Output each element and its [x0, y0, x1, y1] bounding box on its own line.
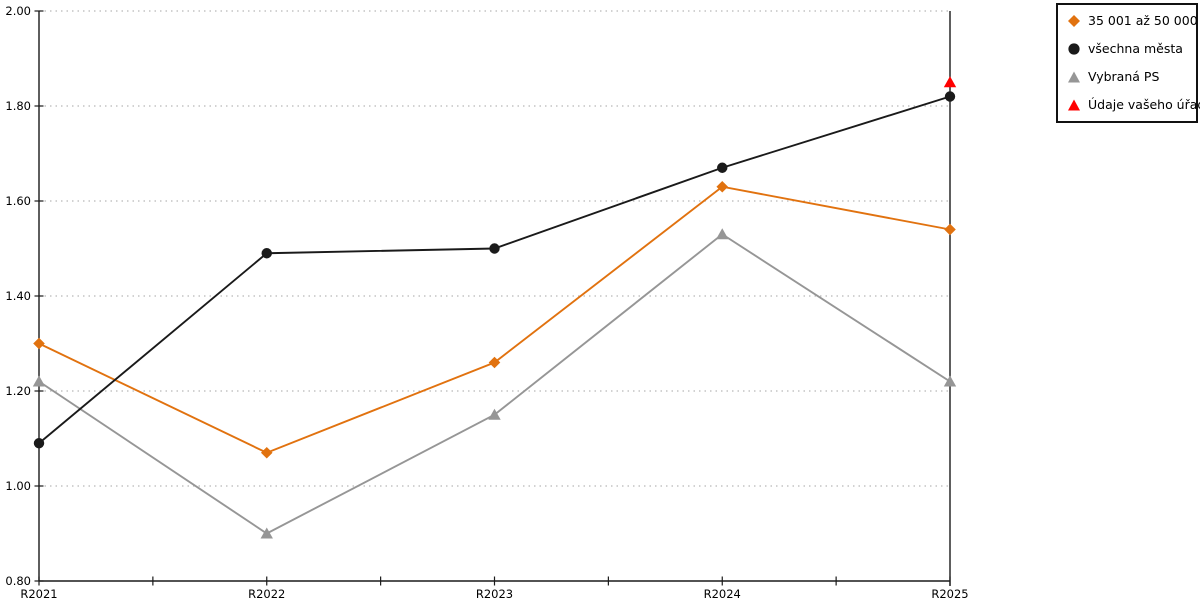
legend-label: Vybraná PS: [1088, 68, 1160, 84]
y-tick-label: 1.00: [5, 479, 31, 493]
x-tick-label: R2021: [20, 587, 57, 600]
data-point-marker: [488, 408, 501, 420]
data-point-marker: [260, 527, 273, 539]
legend-label: 35 001 až 50 000: [1088, 12, 1198, 28]
data-point-marker: [32, 375, 46, 387]
circle-glyph: [1068, 43, 1080, 55]
legend-label: Údaje vašeho úřadu: [1088, 96, 1200, 112]
y-tick-label: 0.80: [5, 574, 31, 588]
legend-item-udaje-vaseho-uradu: Údaje vašeho úřadu: [1067, 98, 1200, 112]
x-tick-label: R2024: [704, 587, 741, 600]
triangle-glyph: [1068, 71, 1080, 83]
data-point-marker: [261, 248, 272, 259]
data-point-marker: [944, 91, 956, 102]
series-line: [38, 233, 951, 535]
data-point-marker: [717, 162, 728, 173]
data-point-marker: [33, 337, 45, 350]
legend-label: všechna města: [1088, 40, 1183, 56]
data-point-marker: [489, 243, 500, 254]
diamond-glyph: [1068, 15, 1080, 27]
legend-item-35001-az-50000: 35 001 až 50 000: [1067, 12, 1198, 28]
x-tick-label: R2023: [476, 587, 513, 600]
triangle-glyph: [1068, 99, 1080, 111]
data-point-marker: [488, 356, 501, 369]
data-point-marker: [33, 438, 45, 449]
data-point-marker: [944, 223, 956, 236]
y-tick-label: 1.20: [5, 384, 31, 398]
diamond-icon: [1068, 15, 1080, 27]
y-tick-label: 2.00: [5, 4, 31, 18]
y-tick-label: 1.80: [5, 99, 31, 113]
chart-legend: 35 001 až 50 000 všechna města Vybraná P…: [1056, 3, 1200, 123]
data-point-marker: [943, 375, 957, 387]
data-point-marker: [260, 446, 273, 459]
series-line: [38, 95, 951, 444]
y-tick-label: 1.40: [5, 289, 31, 303]
triangle-icon: [1068, 99, 1080, 111]
data-point-marker: [716, 228, 729, 240]
legend-item-vsechna-mesta: všechna města: [1067, 42, 1196, 56]
x-tick-label: R2025: [931, 587, 968, 600]
circle-icon: [1068, 43, 1080, 55]
legend-item-vybrana-ps: Vybraná PS: [1067, 70, 1196, 84]
x-tick-label: R2022: [248, 587, 285, 600]
y-tick-label: 1.60: [5, 194, 31, 208]
triangle-icon: [1068, 71, 1080, 83]
data-point-marker: [716, 180, 729, 193]
data-point-marker: [943, 76, 957, 88]
